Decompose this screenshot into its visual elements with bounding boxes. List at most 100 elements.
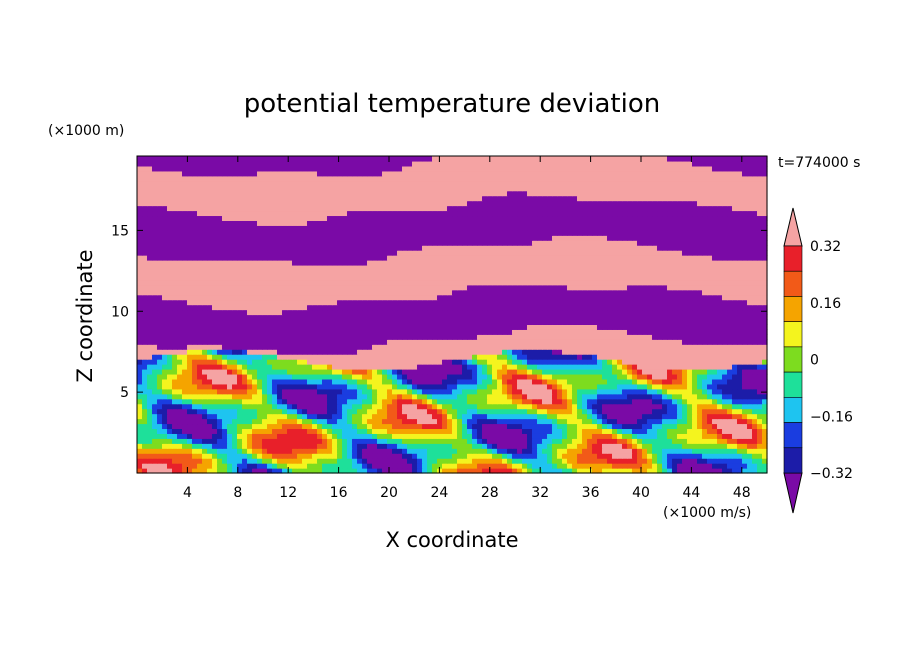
field-cell (597, 433, 603, 439)
field-cell (462, 423, 468, 430)
field-cell (332, 314, 338, 321)
field-cell (417, 344, 423, 350)
field-cell (247, 368, 253, 375)
field-cell (747, 453, 753, 459)
field-cell (727, 428, 733, 434)
field-cell (282, 294, 288, 301)
field-cell (227, 373, 233, 380)
field-cell (757, 468, 763, 474)
field-cell (662, 299, 668, 306)
field-cell (707, 373, 713, 380)
field-cell (452, 413, 458, 420)
field-cell (547, 373, 553, 380)
field-cell (397, 413, 403, 420)
field-cell (437, 443, 443, 449)
field-cell (302, 448, 308, 454)
field-cell (717, 319, 723, 325)
field-cell (632, 344, 638, 350)
field-cell (417, 329, 423, 335)
field-cell (457, 294, 463, 301)
field-cell (297, 279, 303, 286)
field-cell (152, 413, 158, 420)
field-cell (387, 378, 393, 385)
field-cell (377, 433, 383, 439)
field-cell (612, 423, 618, 430)
field-cell (372, 354, 378, 360)
field-cell (342, 388, 348, 395)
field-cell (362, 393, 368, 400)
field-cell (542, 279, 548, 286)
field-cell (637, 294, 643, 301)
field-cell (707, 279, 713, 286)
field-cell (487, 438, 493, 444)
field-cell (682, 359, 688, 365)
field-cell (727, 309, 733, 316)
field-cell (237, 339, 243, 345)
field-cell (172, 354, 178, 360)
field-cell (202, 403, 208, 410)
field-cell (217, 468, 223, 474)
field-cell (212, 279, 218, 286)
field-cell (687, 443, 693, 449)
field-cell (197, 418, 203, 425)
field-cell (502, 458, 508, 464)
field-cell (232, 388, 238, 395)
field-cell (432, 329, 438, 335)
field-cell (597, 463, 603, 469)
field-cell (392, 274, 398, 281)
field-cell (532, 423, 538, 430)
field-cell (342, 349, 348, 355)
field-cell (747, 413, 753, 420)
field-cell (247, 458, 253, 464)
field-cell (322, 304, 328, 311)
field-cell (442, 339, 448, 345)
field-cell (457, 423, 463, 430)
field-cell (277, 413, 283, 420)
field-cell (507, 378, 513, 385)
field-cell (217, 334, 223, 340)
field-cell (567, 344, 573, 350)
field-cell (642, 339, 648, 345)
field-cell (617, 458, 623, 464)
field-cell (242, 324, 248, 330)
field-cell (722, 413, 728, 420)
field-cell (247, 294, 253, 301)
field-cell (627, 329, 633, 335)
field-cell (442, 403, 448, 410)
field-cell (457, 274, 463, 281)
field-cell (722, 443, 728, 449)
field-cell (367, 448, 373, 454)
field-cell (762, 354, 768, 360)
field-cell (667, 284, 673, 291)
field-cell (527, 398, 533, 405)
field-cell (447, 408, 453, 415)
field-cell (562, 388, 568, 395)
field-cell (422, 349, 428, 355)
field-cell (417, 289, 423, 296)
field-cell (307, 304, 313, 311)
field-cell (747, 438, 753, 444)
field-cell (177, 418, 183, 425)
field-cell (317, 364, 323, 370)
field-cell (602, 324, 608, 330)
field-cell (672, 304, 678, 311)
field-cell (302, 398, 308, 405)
field-cell (412, 373, 418, 380)
field-cell (647, 294, 653, 301)
field-cell (512, 373, 518, 380)
field-cell (502, 403, 508, 410)
field-cell (302, 284, 308, 291)
field-cell (667, 393, 673, 400)
field-cell (457, 354, 463, 360)
field-cell (572, 413, 578, 420)
field-cell (542, 368, 548, 375)
field-cell (552, 453, 558, 459)
field-cell (572, 408, 578, 415)
field-cell (732, 319, 738, 325)
field-cell (572, 438, 578, 444)
field-cell (737, 428, 743, 434)
field-cell (732, 339, 738, 345)
field-cell (342, 368, 348, 375)
field-cell (227, 463, 233, 469)
field-cell (482, 463, 488, 469)
